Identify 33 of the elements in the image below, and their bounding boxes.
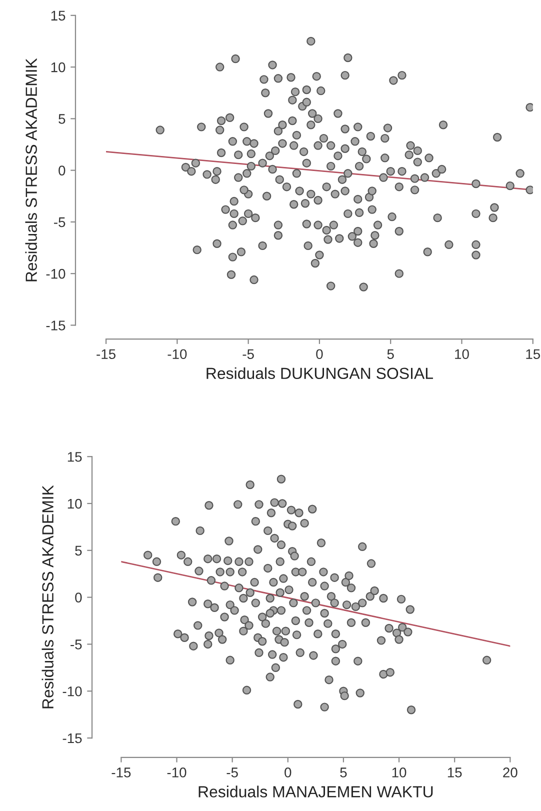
y-tick-label: 5 bbox=[75, 546, 82, 556]
y-tick-label: 0 bbox=[75, 592, 82, 602]
x-tick-label: -10 bbox=[167, 768, 186, 778]
y-tick-label: 10 bbox=[51, 62, 66, 72]
y-tick-label: 0 bbox=[58, 166, 66, 176]
y-axis-title: Residuals STRESS AKADEMIK bbox=[42, 485, 54, 708]
x-tick-label: 15 bbox=[526, 349, 540, 360]
y-tick-label: -15 bbox=[46, 320, 66, 330]
x-tick-label: 0 bbox=[284, 768, 292, 778]
x-tick-label: 10 bbox=[455, 349, 469, 360]
x-tick-label: -10 bbox=[168, 349, 187, 360]
y-axis-title: Residuals STRESS AKADEMIK bbox=[25, 58, 37, 282]
x-axis-title: Residuals DUKUNGAN SOSIAL bbox=[206, 367, 433, 380]
y-tick-label: -10 bbox=[46, 268, 66, 279]
x-tick-label: 10 bbox=[392, 768, 406, 778]
y-tick-label: -10 bbox=[62, 686, 82, 696]
x-tick-label: -5 bbox=[226, 768, 238, 778]
x-axis-title: Residuals MANAJEMEN WAKTU bbox=[198, 786, 433, 798]
x-tick-label: -15 bbox=[112, 768, 131, 778]
y-tick-label: 15 bbox=[68, 452, 82, 462]
y-tick-label: 10 bbox=[68, 498, 82, 509]
y-tick-label: 15 bbox=[51, 10, 66, 21]
x-tick-label: -15 bbox=[96, 349, 116, 360]
x-tick-label: 5 bbox=[340, 768, 347, 778]
x-tick-label: -5 bbox=[242, 349, 254, 360]
y-tick-label: -15 bbox=[62, 733, 82, 744]
y-tick-label: 5 bbox=[58, 114, 66, 124]
x-tick-label: 20 bbox=[503, 768, 518, 778]
y-tick-label: -5 bbox=[54, 217, 66, 228]
y-tick-label: -5 bbox=[70, 640, 82, 650]
x-tick-label: 0 bbox=[316, 349, 323, 360]
x-tick-label: 15 bbox=[448, 768, 462, 778]
x-tick-label: 5 bbox=[387, 349, 394, 360]
